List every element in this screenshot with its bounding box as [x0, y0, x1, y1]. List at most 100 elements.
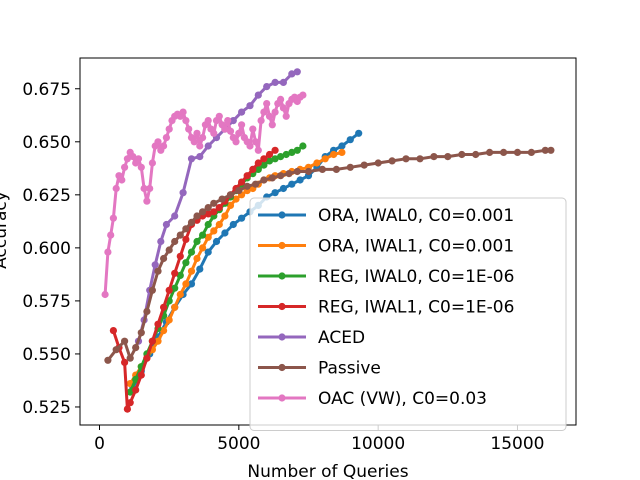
legend-marker	[278, 211, 286, 219]
data-point	[252, 138, 260, 146]
data-point	[182, 235, 190, 243]
data-point	[190, 138, 198, 146]
data-point	[101, 290, 109, 299]
data-point	[179, 189, 187, 197]
data-point	[204, 142, 212, 150]
data-point	[224, 117, 232, 125]
data-point	[193, 129, 201, 137]
data-point	[199, 134, 207, 142]
data-point	[221, 229, 229, 237]
data-point	[254, 91, 262, 99]
data-point	[182, 280, 190, 288]
data-point	[277, 95, 285, 103]
y-tick-label: 0.650	[22, 133, 71, 153]
y-tick-label: 0.625	[22, 186, 71, 206]
data-point	[218, 195, 226, 203]
data-point	[132, 344, 140, 352]
data-point	[430, 153, 438, 161]
data-point	[160, 142, 168, 150]
data-point	[238, 121, 246, 129]
data-point	[148, 337, 156, 345]
data-point	[388, 157, 396, 165]
data-point	[165, 286, 173, 294]
data-point	[182, 117, 190, 125]
data-point	[154, 320, 162, 328]
data-point	[238, 178, 246, 186]
data-point	[260, 161, 268, 169]
data-point	[277, 153, 285, 161]
y-tick-label: 0.675	[22, 80, 71, 100]
data-point	[171, 269, 179, 277]
data-point	[374, 159, 382, 167]
data-point	[199, 208, 207, 216]
y-tick-label: 0.575	[22, 292, 71, 312]
data-point	[265, 157, 274, 165]
data-point	[143, 307, 151, 316]
data-point	[187, 155, 196, 163]
data-point	[154, 337, 162, 345]
data-point	[486, 148, 494, 156]
data-point	[182, 225, 190, 233]
data-point	[162, 134, 170, 142]
data-point	[185, 125, 193, 133]
data-point	[187, 218, 196, 226]
data-point	[221, 125, 229, 133]
data-point	[288, 70, 296, 78]
data-point	[254, 159, 262, 167]
data-point	[148, 159, 156, 167]
data-point	[215, 204, 223, 212]
legend-marker	[278, 333, 286, 341]
data-point	[279, 104, 287, 112]
legend-label: ORA, IWAL0, C0=0.001	[318, 206, 514, 226]
x-axis-title: Number of Queries	[247, 462, 408, 480]
data-point	[260, 155, 268, 163]
data-point	[226, 201, 235, 209]
data-point	[299, 142, 307, 150]
data-point	[193, 212, 201, 220]
data-point	[332, 165, 340, 173]
data-point	[229, 117, 237, 125]
data-point	[355, 129, 363, 137]
data-point	[196, 142, 204, 150]
legend-marker	[278, 363, 286, 372]
y-tick-label: 0.525	[22, 398, 71, 418]
data-point	[123, 155, 131, 163]
data-point	[176, 231, 184, 239]
data-point	[104, 248, 112, 256]
data-point	[165, 246, 173, 254]
data-point	[129, 153, 137, 161]
data-point	[249, 125, 257, 133]
data-point	[196, 153, 204, 161]
data-point	[254, 165, 262, 173]
data-point	[212, 237, 221, 246]
axes-layer: 0 5000 10000 15000 0.525 0.550 0.575 0.600 0.625…	[22, 80, 544, 454]
data-point	[126, 354, 134, 362]
data-point	[137, 329, 145, 337]
data-point	[547, 146, 555, 154]
y-tick-label: 0.600	[22, 239, 71, 259]
data-point	[288, 180, 296, 188]
data-point	[288, 148, 296, 156]
legend: ORA, IWAL0, C0=0.001 ORA, IWAL1, C0=0.001…	[249, 197, 567, 431]
data-point	[210, 208, 218, 216]
data-point	[199, 231, 207, 239]
y-axis-title: Accuracy	[0, 191, 11, 269]
data-point	[321, 155, 329, 163]
data-point	[226, 191, 235, 199]
data-point	[246, 142, 254, 150]
data-point	[527, 148, 536, 156]
x-tick-label: 5000	[217, 434, 260, 454]
data-point	[282, 112, 290, 120]
data-point	[238, 108, 246, 116]
data-point	[402, 155, 410, 163]
data-point	[338, 142, 346, 150]
data-point	[140, 184, 148, 193]
data-point	[243, 172, 251, 180]
legend-marker	[278, 272, 286, 280]
data-point	[271, 108, 279, 116]
data-point	[179, 108, 187, 116]
y-tick-label: 0.550	[22, 345, 71, 365]
legend-marker	[278, 394, 286, 402]
data-point	[193, 237, 201, 246]
